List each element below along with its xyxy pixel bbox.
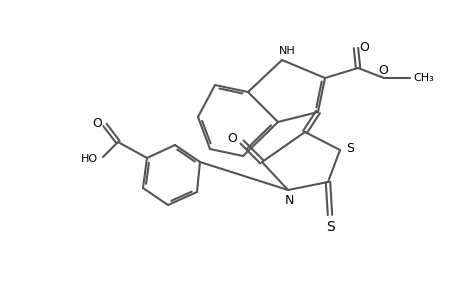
Text: N: N [284,194,293,206]
Text: O: O [227,131,236,145]
Text: O: O [358,40,368,53]
Text: S: S [345,142,353,154]
Text: HO: HO [80,154,97,164]
Text: NH: NH [278,46,295,56]
Text: O: O [92,116,102,130]
Text: S: S [326,220,335,234]
Text: CH₃: CH₃ [413,73,433,83]
Text: O: O [377,64,387,76]
